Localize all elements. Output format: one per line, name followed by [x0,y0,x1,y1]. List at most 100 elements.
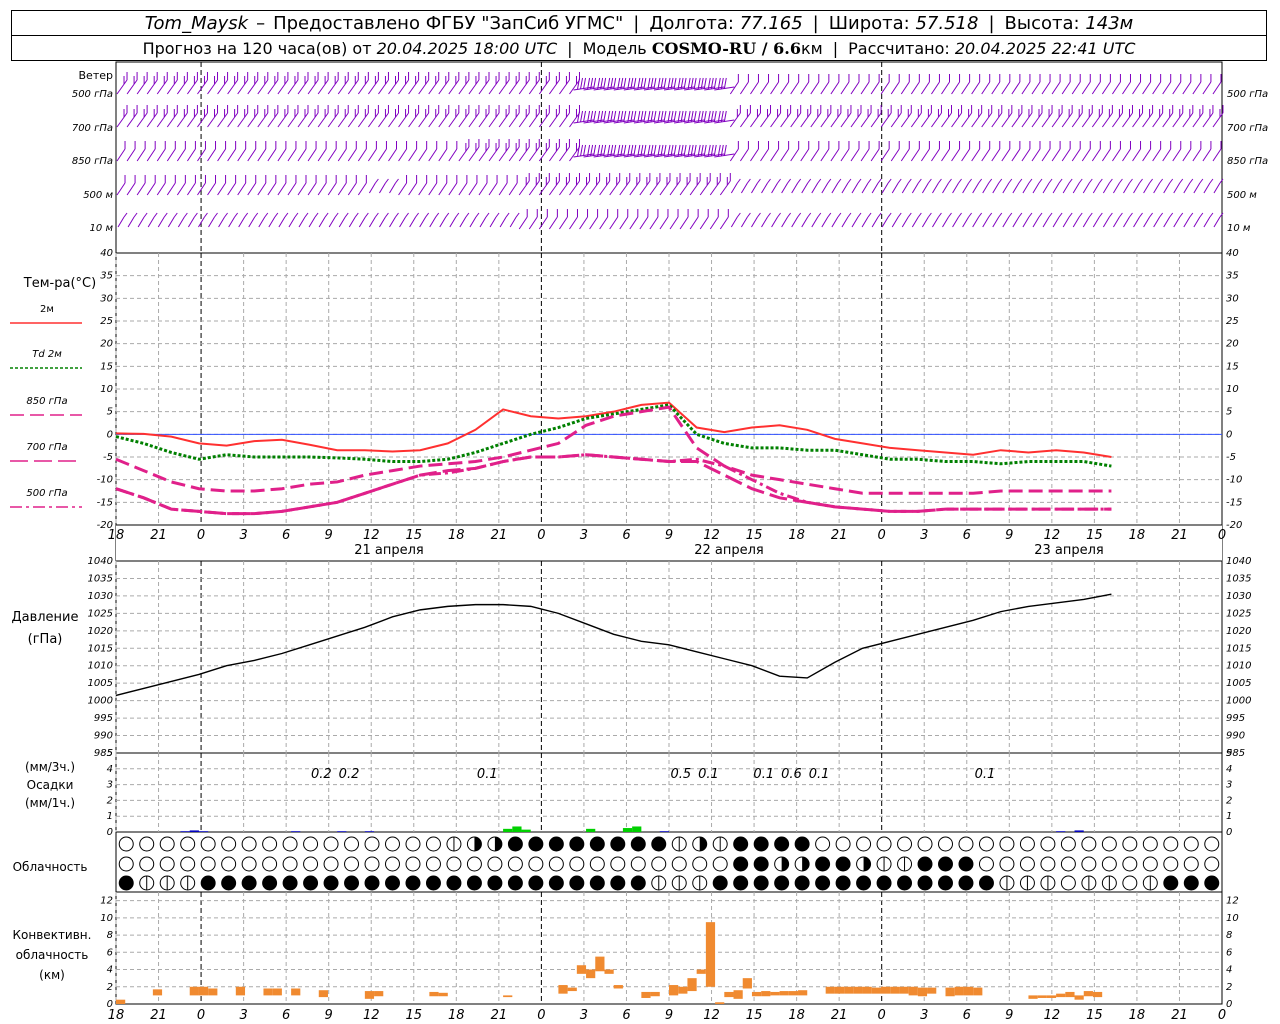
temp-tick-label: 15 [100,361,113,372]
wind-barb [1012,178,1023,194]
time-tick-label: 18 [448,1008,465,1023]
cloud-cover-full [528,875,544,891]
wind-barb-feather [580,77,584,90]
wind-barb [508,139,520,162]
wind-barb-shaft [559,79,570,95]
wind-barb-feather [667,144,671,157]
wind-barb-feather [857,178,862,184]
wind-barb-shaft [458,182,468,196]
temp-tick-label: 15 [1226,361,1239,372]
wind-barb [528,209,538,230]
cloud-cover-full [753,856,769,872]
cloud-cover-clear [221,856,237,872]
wind-barb [478,175,488,196]
wind-barb [277,72,289,95]
temp-tick-label: -5 [1226,452,1236,463]
wind-barb-shaft [237,79,249,95]
wind-barb-shaft [770,148,779,162]
cloud-cover-full [733,856,749,872]
wind-barb-feather [690,144,694,157]
wind-barb-shaft [1021,112,1033,128]
cloud-cover-half-fill [699,837,707,852]
wind-barb-shaft [297,182,307,196]
wind-barb-shaft [459,216,467,228]
wind-barb-shaft [962,182,970,194]
wind-barb [870,141,880,162]
wind-barb-feather [1179,178,1184,184]
wind-barb-feather [395,178,399,184]
wind-barb [781,178,792,194]
cloud-cover-clear [139,836,155,852]
cloud-cover-full [610,836,626,852]
wind-barb-feather [1169,212,1174,218]
wind-barb [643,77,664,91]
conv-bar [613,985,623,989]
wind-barb-shaft [518,146,530,162]
wind-barb-shaft [871,182,879,194]
wind-barb-shaft [800,112,812,128]
wind-barb [800,74,810,95]
wind-barb-shaft [1031,81,1041,95]
wind-barb [761,212,771,228]
conv-bar [1028,995,1038,999]
wind-barb-shaft [297,148,307,162]
wind-barb [287,141,297,162]
longitude-label: Долгота: [649,12,734,34]
wind-barb-shaft [1031,148,1041,162]
wind-barb-shaft [870,112,882,128]
wind-barb [328,212,339,228]
wind-barb-shaft [357,182,367,196]
wind-barb-shaft [156,182,166,196]
wind-barb [137,212,148,228]
wind-barb [388,105,399,128]
conv-bar [696,969,706,974]
cloud-cover-clear [897,836,913,852]
model-label: Модель [582,38,647,58]
wind-barb-feather [1038,178,1043,184]
cloud-cover-clear [385,856,400,872]
precip-3h-label: 0.1 [975,767,996,782]
time-tick-label: 12 [1044,1008,1061,1023]
wind-barb [166,105,178,128]
wind-barb-shaft [840,112,852,128]
wind-barb [991,74,1001,95]
wind-barb-shaft [337,79,349,95]
wind-barb [419,212,430,228]
wind-barb [1042,212,1053,228]
temp-tick-label: 20 [100,339,113,350]
pressure-tick-label: 1000 [88,696,113,707]
wind-barb-feather [505,212,510,218]
wind-barb-feather [577,144,581,157]
wind-barb-shaft [941,148,950,162]
wind-barb-feather [204,212,208,218]
wind-barb-shaft [962,216,970,228]
wind-barb-shaft [478,112,490,128]
wind-barb-feather [697,110,701,123]
wind-barb-shaft [207,79,218,95]
wind-barb [761,178,771,194]
cloud-cover-full [774,875,790,891]
wind-barb [347,72,359,95]
wind-barb-feather [1058,178,1063,184]
wind-barb [348,212,359,228]
wind-barb [478,105,490,128]
wind-barb [528,72,540,95]
cloud-cover-full [548,836,564,852]
altitude-label: Высота: [1004,12,1080,34]
wind-barb-shaft [468,112,480,128]
forecast-label: Прогноз на 120 часа(ов) от [142,38,372,58]
wind-barb-shaft [801,216,809,228]
temp-tick-label: 0 [107,429,113,440]
wind-barb [770,74,780,95]
wind-barb-feather [720,77,724,90]
conv-bar [890,986,900,994]
wind-barb-feather [633,77,637,90]
wind-barb-shaft [1071,148,1081,162]
cloud-cover-clear [241,856,257,872]
conv-tick-label: 6 [1226,947,1232,958]
wind-barb [730,178,741,194]
wind-barb-shaft [347,112,359,128]
wind-barb [398,141,408,162]
wind-barb-feather [1139,212,1143,218]
wind-barb-shaft [428,112,440,128]
